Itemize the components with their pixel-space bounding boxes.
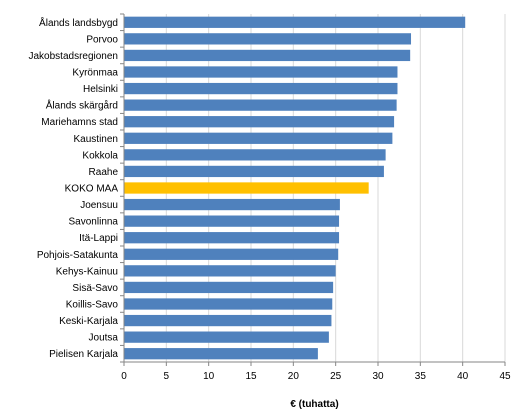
bar: [124, 66, 398, 78]
bar: [124, 248, 339, 260]
category-label: Pohjois-Satakunta: [37, 250, 119, 261]
category-labels: Ålands landsbygd Porvoo Jakobstadsregionen…: [28, 16, 118, 360]
x-tick-label: 15: [245, 371, 257, 382]
bar: [124, 16, 466, 28]
category-label: Raahe: [89, 167, 119, 178]
bar: [124, 49, 411, 62]
category-label: Itä-Lappi: [79, 233, 118, 244]
axes: [123, 14, 505, 363]
bar: [124, 132, 393, 144]
bar: [124, 149, 386, 161]
bar: [124, 281, 334, 294]
category-label: Kyrönmaa: [72, 68, 118, 79]
x-tick-label: 45: [499, 371, 511, 382]
bar: [124, 99, 397, 111]
x-tick-labels: 0 5 10 15 20 25 30 35 40 45: [121, 371, 511, 382]
bar: [124, 215, 340, 227]
x-tick-label: 20: [288, 371, 300, 382]
x-tick-label: 5: [164, 371, 170, 382]
category-label: Mariehamns stad: [41, 117, 118, 128]
bar: [124, 298, 333, 310]
bar: [124, 265, 336, 277]
bar: [124, 182, 369, 194]
category-label: Jakobstadsregionen: [28, 51, 118, 62]
bar: [124, 232, 340, 244]
category-label: Helsinki: [83, 84, 118, 95]
bar: [124, 82, 398, 95]
category-label: Joutsa: [89, 333, 119, 344]
category-label: Joensuu: [80, 200, 118, 211]
category-label: Kehys-Kainuu: [56, 266, 118, 277]
category-label: Savonlinna: [69, 217, 119, 228]
category-label: KOKO MAA: [65, 184, 119, 195]
bar: [124, 165, 384, 178]
category-label: Keski-Karjala: [59, 316, 118, 327]
x-tick-label: 25: [330, 371, 342, 382]
category-label: Koillis-Savo: [66, 300, 119, 311]
x-tick-label: 0: [121, 371, 127, 382]
category-label: Sisä-Savo: [72, 283, 118, 294]
x-tick-label: 35: [415, 371, 427, 382]
x-tick-label: 30: [372, 371, 384, 382]
x-tick-label: 10: [203, 371, 215, 382]
bar: [124, 33, 412, 45]
bar: [124, 314, 332, 327]
category-label: Ålands landsbygd: [39, 16, 118, 29]
bar: [124, 331, 329, 343]
category-label: Porvoo: [86, 34, 118, 45]
x-tick-label: 40: [457, 371, 469, 382]
category-label: Kokkola: [82, 150, 118, 161]
bars: [124, 16, 466, 360]
bar: [124, 348, 318, 360]
category-label: Ålands skärgård: [46, 99, 118, 112]
bar: [124, 116, 395, 128]
category-label: Kaustinen: [74, 134, 118, 145]
category-label: Pielisen Karjala: [49, 349, 118, 360]
bar: [124, 198, 340, 211]
x-axis-title: € (tuhatta): [290, 399, 338, 410]
